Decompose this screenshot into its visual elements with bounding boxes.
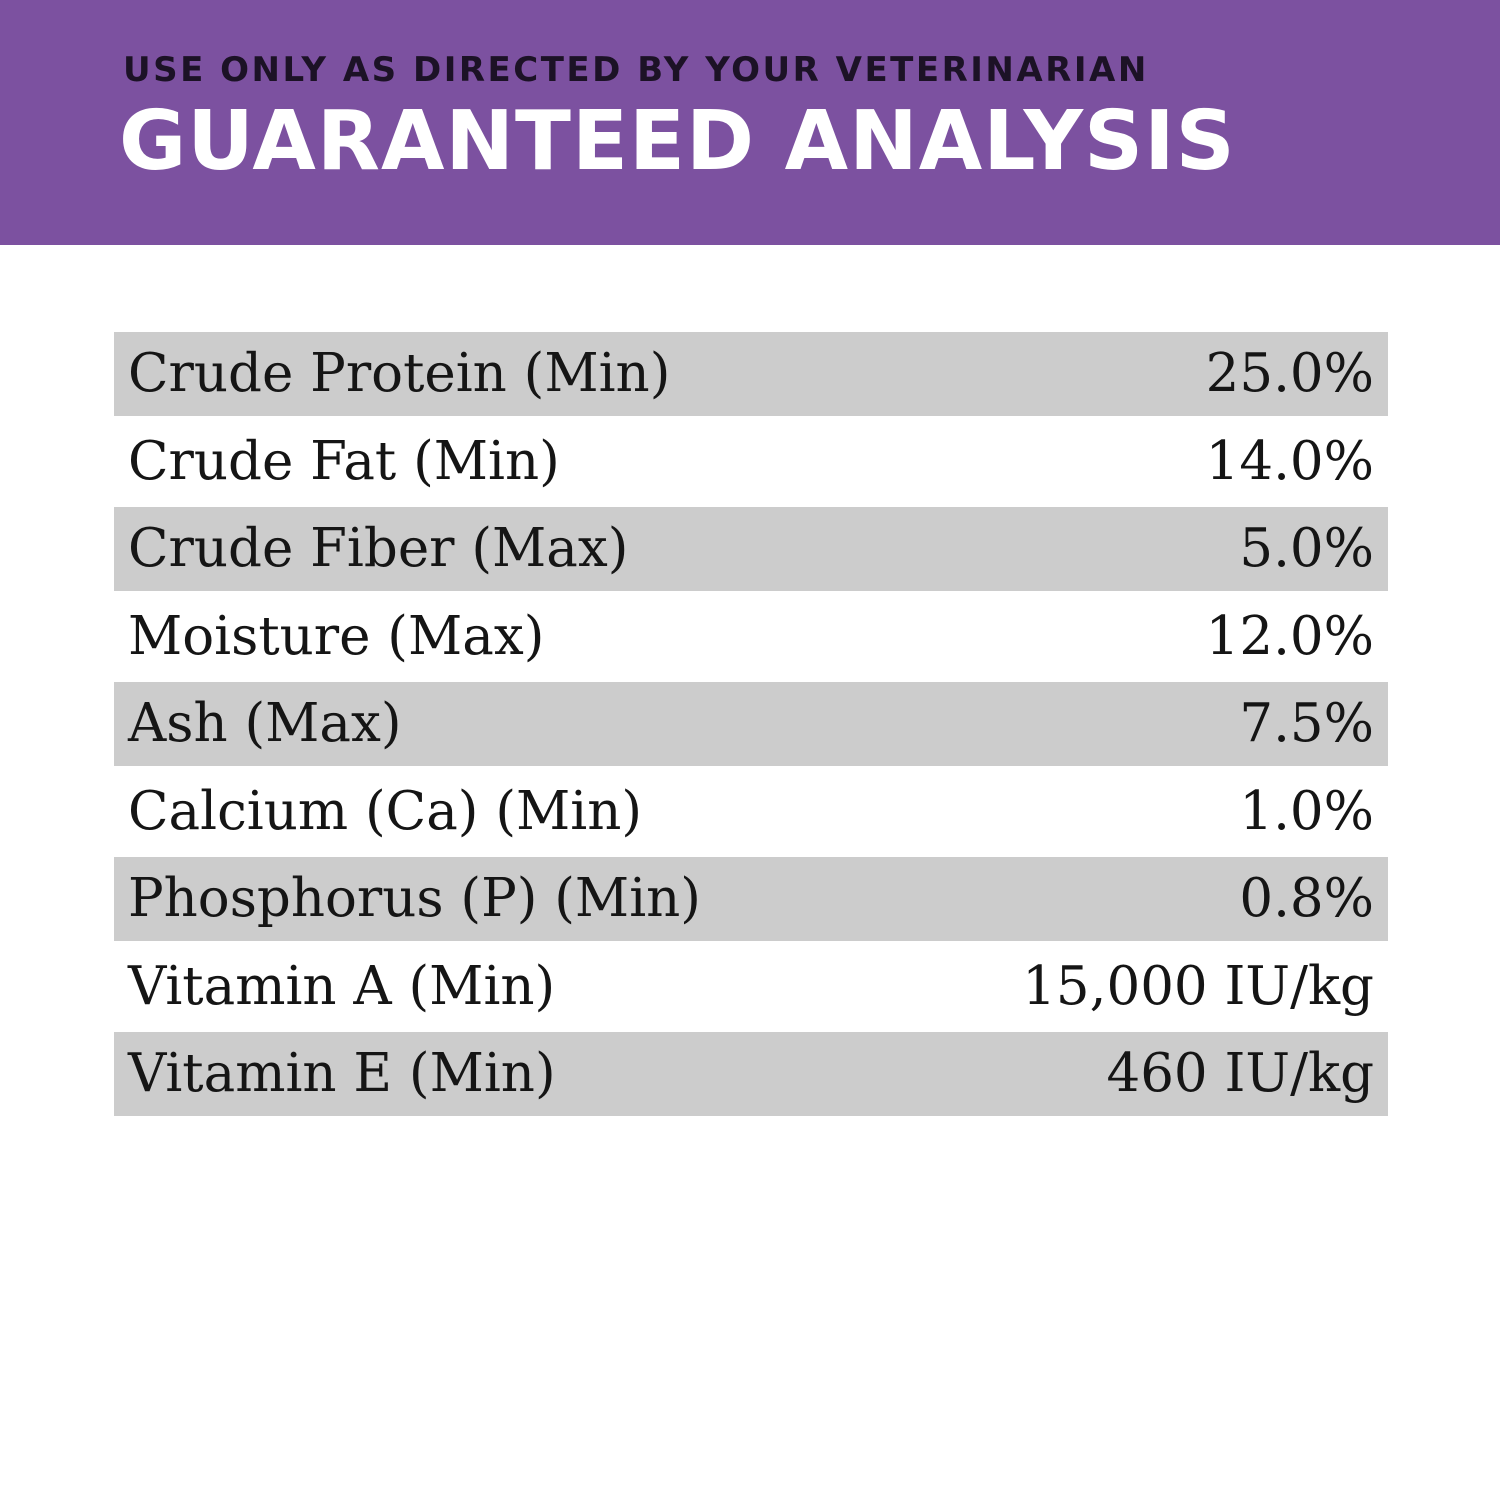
nutrient-value: 25.0% — [1205, 343, 1374, 405]
nutrient-value: 460 IU/kg — [1106, 1043, 1374, 1105]
nutrient-value: 1.0% — [1239, 780, 1374, 842]
table-row: Phosphorus (P) (Min) 0.8% — [114, 855, 1388, 943]
table-row: Vitamin E (Min) 460 IU/kg — [114, 1030, 1388, 1118]
nutrient-label: Calcium (Ca) (Min) — [128, 780, 643, 842]
nutrient-label: Crude Fiber (Max) — [128, 518, 629, 580]
nutrient-label: Phosphorus (P) (Min) — [128, 868, 701, 930]
table-row: Moisture (Max) 12.0% — [114, 593, 1388, 681]
header-banner: USE ONLY AS DIRECTED BY YOUR VETERINARIA… — [0, 0, 1500, 245]
table-row: Vitamin A (Min) 15,000 IU/kg — [114, 943, 1388, 1031]
nutrient-value: 0.8% — [1239, 868, 1374, 930]
nutrient-label: Ash (Max) — [128, 693, 402, 755]
nutrient-value: 15,000 IU/kg — [1022, 955, 1374, 1017]
veterinarian-directive-text: USE ONLY AS DIRECTED BY YOUR VETERINARIA… — [123, 50, 1149, 90]
table-row: Crude Fat (Min) 14.0% — [114, 418, 1388, 506]
nutrient-value: 5.0% — [1239, 518, 1374, 580]
nutrient-label: Vitamin E (Min) — [128, 1043, 556, 1105]
guaranteed-analysis-table: Crude Protein (Min) 25.0% Crude Fat (Min… — [114, 330, 1388, 1118]
table-row: Calcium (Ca) (Min) 1.0% — [114, 768, 1388, 856]
nutrient-label: Moisture (Max) — [128, 605, 545, 667]
nutrient-label: Vitamin A (Min) — [128, 955, 556, 1017]
nutrient-value: 7.5% — [1239, 693, 1374, 755]
nutrient-value: 14.0% — [1205, 430, 1374, 492]
nutrient-label: Crude Fat (Min) — [128, 430, 560, 492]
table-row: Crude Fiber (Max) 5.0% — [114, 505, 1388, 593]
page-title: GUARANTEED ANALYSIS — [119, 94, 1236, 189]
table-row: Crude Protein (Min) 25.0% — [114, 330, 1388, 418]
nutrient-label: Crude Protein (Min) — [128, 343, 671, 405]
table-row: Ash (Max) 7.5% — [114, 680, 1388, 768]
nutrient-value: 12.0% — [1205, 605, 1374, 667]
